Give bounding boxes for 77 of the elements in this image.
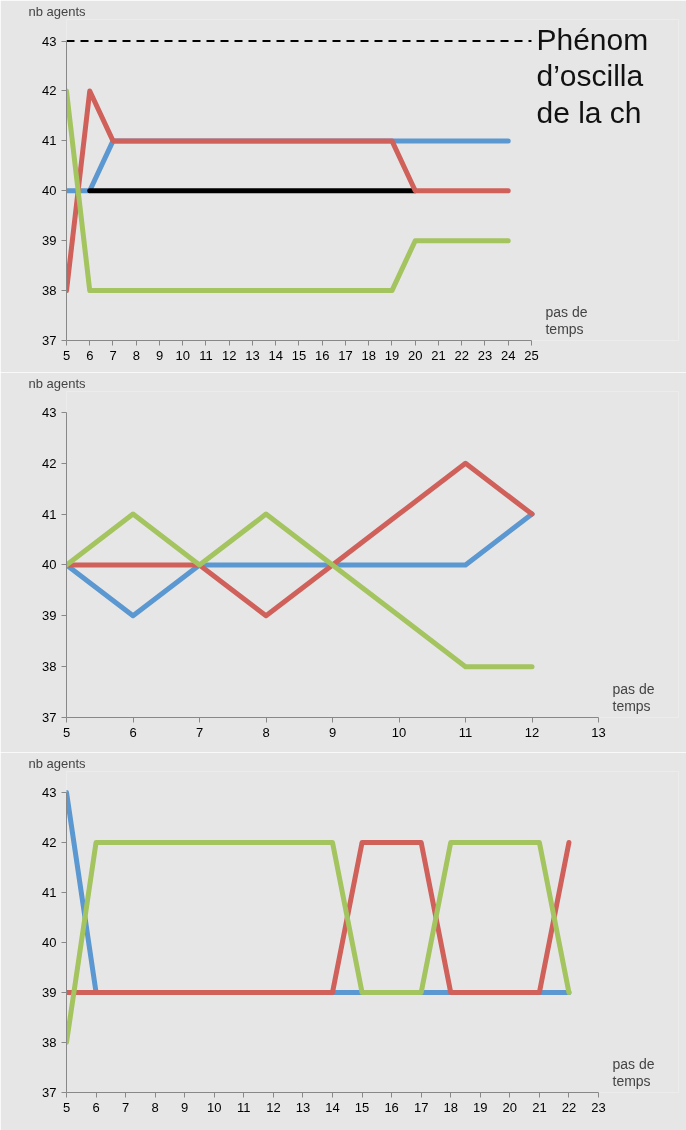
y-axis-title: nb agents [28, 3, 87, 19]
y-tick-label: 43 [42, 784, 57, 800]
x-tick-label: 23 [477, 347, 493, 363]
x-tick-label: 15 [354, 1099, 370, 1115]
y-tick-label: 40 [42, 934, 57, 950]
y-tick-label: 41 [42, 133, 57, 149]
x-tick-label: 20 [407, 347, 423, 363]
y-tick-label: 39 [42, 233, 57, 249]
x-tick-label: 12 [524, 724, 540, 740]
x-tick-label: 21 [532, 1099, 547, 1115]
x-tick-label: 13 [245, 347, 260, 363]
x-tick-label: 5 [62, 347, 71, 363]
text: Phénom d’oscilla de la ch [536, 23, 649, 129]
y-tick-label: 38 [42, 659, 57, 675]
x-tick-label: 19 [473, 1099, 488, 1115]
x-tick-label: 7 [109, 347, 117, 363]
x-tick-label: 10 [175, 347, 190, 363]
x-tick-label: 11 [199, 347, 213, 363]
x-tick-label: 9 [181, 1099, 189, 1115]
x-tick-label: 14 [268, 347, 283, 363]
x-tick-label: 13 [591, 724, 606, 740]
x-tick-label: 9 [328, 724, 337, 740]
x-axis-title: pas de temps [545, 303, 588, 338]
y-tick-label: 43 [42, 404, 57, 420]
x-tick-label: 19 [384, 347, 400, 363]
y-tick-label: 42 [42, 834, 57, 850]
y-tick-label: 42 [42, 83, 57, 99]
x-tick-label: 7 [195, 724, 204, 740]
x-tick-label: 6 [129, 724, 137, 740]
x-tick-label: 23 [591, 1099, 606, 1115]
x-tick-label: 17 [413, 1099, 429, 1115]
y-tick-label: 39 [42, 608, 57, 624]
y-tick-label: 40 [42, 183, 57, 199]
y-tick-label: 37 [42, 333, 57, 348]
x-tick-label: 9 [155, 347, 164, 363]
y-tick-label: 37 [42, 710, 57, 725]
y-tick-label: 40 [42, 557, 57, 573]
x-tick-label: 6 [92, 1099, 100, 1115]
x-tick-label: 22 [454, 347, 469, 363]
x-tick-label: 18 [361, 347, 376, 363]
y-axis-title: nb agents [28, 375, 87, 391]
x-tick-label: 10 [391, 724, 407, 740]
x-tick-label: 24 [500, 347, 516, 363]
x-tick-label: 25 [524, 347, 539, 363]
x-tick-label: 7 [122, 1099, 130, 1115]
y-tick-label: 41 [42, 506, 57, 522]
x-tick-label: 18 [443, 1099, 458, 1115]
x-tick-label: 10 [207, 1099, 222, 1115]
x-tick-label: 21 [431, 347, 446, 363]
x-tick-label: 20 [502, 1099, 518, 1115]
x-tick-label: 17 [338, 347, 353, 363]
x-tick-label: 12 [222, 347, 237, 363]
y-tick-label: 42 [42, 455, 57, 471]
y-tick-label: 43 [42, 33, 57, 49]
x-tick-label: 8 [132, 347, 140, 363]
x-axis-title: pas de temps [612, 1055, 655, 1090]
x-tick-label: 11 [237, 1099, 251, 1115]
x-tick-label: 6 [86, 347, 94, 363]
x-tick-label: 13 [295, 1099, 311, 1115]
x-tick-label: 16 [315, 347, 330, 363]
x-tick-label: 22 [561, 1099, 577, 1115]
x-tick-label: 12 [266, 1099, 281, 1115]
y-tick-label: 41 [42, 884, 57, 900]
y-tick-label: 39 [42, 984, 57, 1000]
x-tick-label: 8 [151, 1099, 159, 1115]
x-tick-label: 5 [62, 1099, 71, 1115]
x-tick-label: 8 [262, 724, 270, 740]
y-tick-label: 38 [42, 1034, 57, 1050]
y-tick-label: 37 [42, 1085, 57, 1100]
x-tick-label: 15 [291, 347, 307, 363]
y-axis-title: nb agents [28, 755, 87, 771]
x-tick-label: 14 [325, 1099, 340, 1115]
x-tick-label: 16 [384, 1099, 399, 1115]
x-tick-label: 11 [458, 724, 473, 740]
y-tick-label: 38 [42, 283, 57, 299]
x-axis-title: pas de temps [612, 680, 655, 715]
x-tick-label: 5 [62, 724, 71, 740]
